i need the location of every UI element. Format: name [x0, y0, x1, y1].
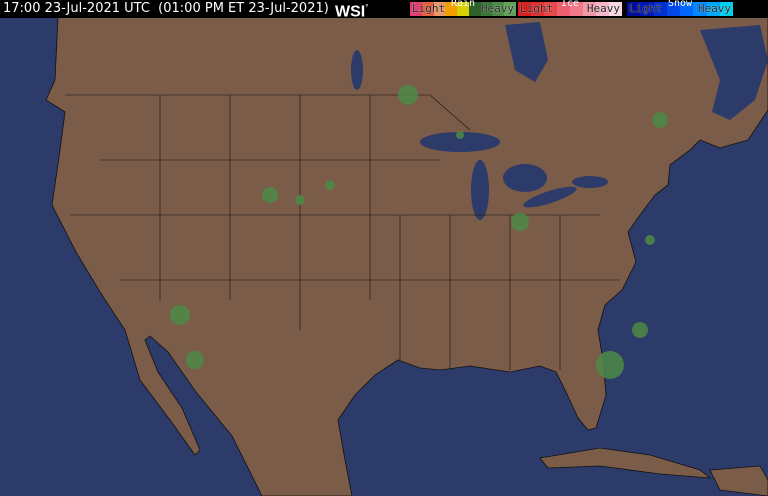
legend-rain-title: Rain — [450, 0, 476, 9]
legend-swatch — [680, 2, 694, 16]
legend-rain: Rain Light Heavy — [410, 0, 517, 16]
legend-swatch — [706, 2, 720, 16]
legend-swatch — [570, 2, 583, 16]
legend-ice-light: Light — [520, 2, 554, 15]
legend-swatch — [457, 2, 469, 16]
legend-ice-heavy: Heavy — [586, 2, 620, 15]
legend-snow: Snow Light Heavy — [627, 0, 733, 16]
radar-echo — [398, 85, 418, 105]
legend-swatch — [468, 2, 481, 16]
lake-michigan — [471, 160, 489, 220]
legend-swatch — [719, 2, 733, 16]
wsi-logo: WSI° — [335, 0, 368, 21]
radar-echo — [511, 213, 529, 231]
legend-swatch — [410, 2, 422, 16]
radar-echo — [170, 305, 190, 325]
legend-swatch — [666, 2, 680, 16]
radar-echo — [632, 322, 648, 338]
cuba — [539, 447, 712, 479]
legend-swatch — [653, 2, 667, 16]
lake-ontario — [572, 176, 608, 188]
header-bar: 17:00 23-Jul-2021 UTC (01:00 PM ET 23-Ju… — [0, 0, 768, 21]
legend-snow-heavy: Heavy — [697, 2, 731, 15]
legend-swatch — [596, 2, 609, 16]
legend-swatch — [557, 2, 570, 16]
legend-swatch — [640, 2, 654, 16]
radar-echo — [596, 351, 624, 379]
legend-swatch — [583, 2, 596, 16]
legend-swatch — [504, 2, 517, 16]
lake-huron — [503, 164, 547, 192]
legend-swatch — [492, 2, 505, 16]
legend-swatch — [480, 2, 493, 16]
legend-snow-title: Snow — [667, 0, 693, 9]
legend-swatch — [544, 2, 557, 16]
james-bay — [505, 22, 548, 82]
legend-rain-light: Light — [412, 2, 446, 15]
radar-echo — [456, 131, 464, 139]
radar-echo — [652, 112, 668, 128]
legend-swatch — [421, 2, 434, 16]
legend-swatch — [531, 2, 544, 16]
radar-echo — [262, 187, 278, 203]
legend-swatch — [518, 2, 531, 16]
legend-rain-heavy: Heavy — [480, 2, 514, 15]
land-mass — [45, 16, 768, 496]
radar-echo — [295, 195, 305, 205]
radar-echoes — [170, 85, 668, 379]
legend-swatch — [445, 2, 458, 16]
radar-echo — [325, 180, 335, 190]
lake-winnipeg — [351, 50, 363, 90]
legend-swatch — [627, 2, 641, 16]
logo-text: WSI — [335, 3, 366, 21]
legend-ice: Ice Light Heavy — [518, 0, 622, 16]
logo-mark: ° — [365, 3, 369, 12]
north-america-land — [45, 16, 768, 496]
lake-erie — [523, 186, 577, 208]
legend-swatch — [609, 2, 622, 16]
radar-echo — [645, 235, 655, 245]
legend-swatch — [693, 2, 707, 16]
radar-echo — [186, 351, 204, 369]
legend-ice-title: Ice — [560, 0, 580, 9]
gulf-of-st-lawrence — [700, 25, 768, 120]
timestamp: 17:00 23-Jul-2021 UTC (01:00 PM ET 23-Ju… — [3, 1, 329, 16]
legend-swatch — [433, 2, 446, 16]
lake-superior — [420, 132, 500, 152]
hispaniola — [709, 465, 768, 496]
legend-snow-light: Light — [629, 2, 663, 15]
